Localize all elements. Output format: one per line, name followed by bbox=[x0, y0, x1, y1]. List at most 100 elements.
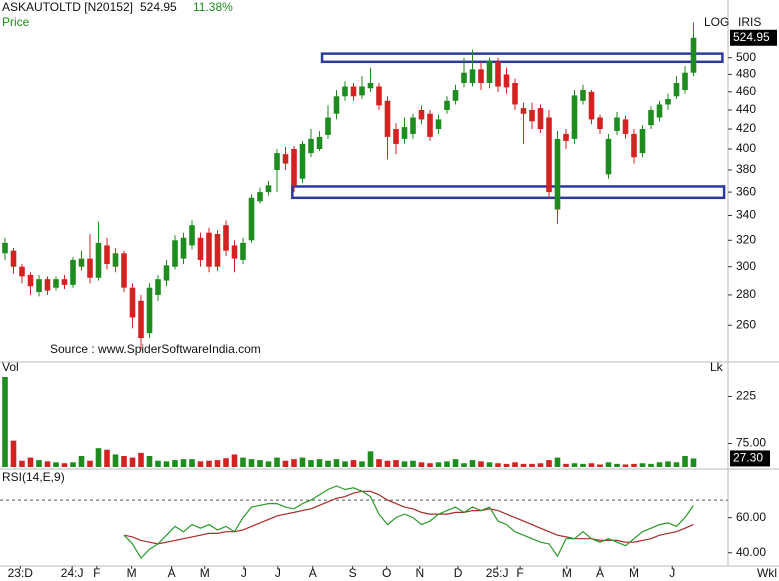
unit-label: Lk bbox=[710, 360, 724, 374]
volume-bar bbox=[673, 462, 680, 467]
candle-body bbox=[291, 148, 297, 186]
candle-body bbox=[274, 153, 280, 170]
volume-bar bbox=[70, 462, 76, 467]
candle-body bbox=[486, 60, 493, 84]
volume-bar bbox=[27, 457, 34, 467]
candle-body bbox=[265, 185, 272, 193]
x-tick-label: A bbox=[168, 566, 176, 580]
candle-body bbox=[155, 279, 161, 295]
price-tag bbox=[730, 29, 777, 46]
y-tick-label: 60.00 bbox=[736, 510, 766, 524]
x-tick-label: 24:J bbox=[61, 566, 84, 580]
y-tick-label: 75.00 bbox=[736, 436, 766, 450]
volume-bar bbox=[631, 463, 637, 467]
price-tag-label: 524.95 bbox=[733, 30, 770, 44]
volume-bar bbox=[112, 454, 119, 467]
last-price: 524.95 bbox=[140, 0, 177, 14]
x-tick-label: M bbox=[629, 566, 639, 580]
candle-body bbox=[248, 197, 255, 241]
volume-bar bbox=[333, 459, 340, 467]
volume-bar bbox=[384, 460, 391, 467]
volume-bar bbox=[78, 456, 85, 467]
volume-bar bbox=[435, 462, 442, 467]
volume-tag bbox=[730, 450, 770, 467]
panel-label: RSI(14,E,9) bbox=[2, 470, 65, 484]
volume-bar bbox=[665, 461, 671, 467]
candle-body bbox=[367, 83, 374, 89]
candle-body bbox=[53, 279, 59, 288]
candle-body bbox=[342, 86, 348, 97]
volume-bar bbox=[214, 460, 221, 467]
volume-bar bbox=[469, 460, 476, 467]
candle-body bbox=[350, 86, 357, 97]
x-tick-label: D bbox=[454, 566, 463, 580]
volume-bar bbox=[529, 463, 535, 467]
volume-bar bbox=[444, 461, 450, 467]
volume-bar bbox=[291, 459, 297, 467]
volume-bar bbox=[427, 463, 433, 467]
candle-body bbox=[231, 245, 238, 259]
candle-body bbox=[554, 138, 561, 210]
candle-body bbox=[682, 72, 688, 91]
rsi-signal-line bbox=[123, 490, 694, 545]
volume-bar bbox=[367, 451, 374, 467]
candle-body bbox=[461, 72, 467, 84]
volume-bar bbox=[274, 457, 280, 467]
volume-bar bbox=[495, 463, 501, 467]
y-tick-label: 280 bbox=[736, 287, 756, 301]
candle-body bbox=[452, 90, 459, 101]
candle-body bbox=[316, 136, 323, 149]
candle-body bbox=[393, 129, 399, 144]
volume-bar bbox=[376, 459, 382, 467]
volume-bar bbox=[180, 459, 187, 467]
y-tick-label: 340 bbox=[736, 208, 756, 222]
candle-body bbox=[19, 266, 25, 277]
volume-bar bbox=[95, 448, 102, 467]
candle-body bbox=[44, 279, 51, 291]
candle-body bbox=[469, 69, 476, 84]
volume-bar bbox=[206, 460, 212, 467]
y-tick-label: 400 bbox=[736, 141, 756, 155]
candle-body bbox=[299, 143, 306, 179]
y-tick-label: 420 bbox=[736, 121, 756, 135]
volume-bar bbox=[61, 463, 68, 467]
y-tick-label: 440 bbox=[736, 102, 756, 116]
candle-body bbox=[61, 279, 68, 285]
candle-body bbox=[495, 61, 501, 87]
candle-body bbox=[146, 287, 153, 334]
candle-body bbox=[214, 233, 221, 267]
volume-bar bbox=[146, 456, 153, 467]
candle-body bbox=[180, 237, 187, 259]
candle-body bbox=[308, 138, 314, 154]
candle-body bbox=[401, 127, 408, 139]
candle-body bbox=[36, 279, 42, 293]
volume-bar bbox=[563, 463, 569, 467]
candle-body bbox=[206, 232, 212, 267]
volume-bar bbox=[36, 460, 42, 467]
candle-body bbox=[163, 265, 170, 281]
y-tick-label: 500 bbox=[736, 50, 756, 64]
volume-bar bbox=[282, 460, 289, 467]
x-tick-label: A bbox=[596, 566, 604, 580]
candle-body bbox=[639, 129, 646, 154]
volume-bar bbox=[223, 458, 229, 467]
candle-body bbox=[2, 242, 8, 254]
candle-body bbox=[104, 245, 110, 264]
volume-bar bbox=[461, 463, 467, 467]
volume-bar bbox=[486, 462, 493, 467]
volume-bar bbox=[554, 457, 561, 467]
x-unit-label: Wkl bbox=[757, 566, 777, 580]
x-tick-label: F bbox=[516, 566, 523, 580]
zone-box bbox=[291, 185, 726, 200]
volume-bar bbox=[350, 460, 357, 467]
candle-body bbox=[605, 138, 612, 175]
volume-bar bbox=[316, 459, 323, 467]
candle-body bbox=[78, 258, 85, 267]
y-tick-label: 260 bbox=[736, 317, 756, 331]
x-tick-label: M bbox=[562, 566, 572, 580]
volume-bar bbox=[418, 462, 425, 467]
volume-bar bbox=[648, 463, 654, 467]
x-tick-label: M bbox=[200, 566, 210, 580]
chart-title: ASKAUTOLTD [N20152] bbox=[2, 0, 133, 14]
candle-body bbox=[444, 100, 450, 111]
